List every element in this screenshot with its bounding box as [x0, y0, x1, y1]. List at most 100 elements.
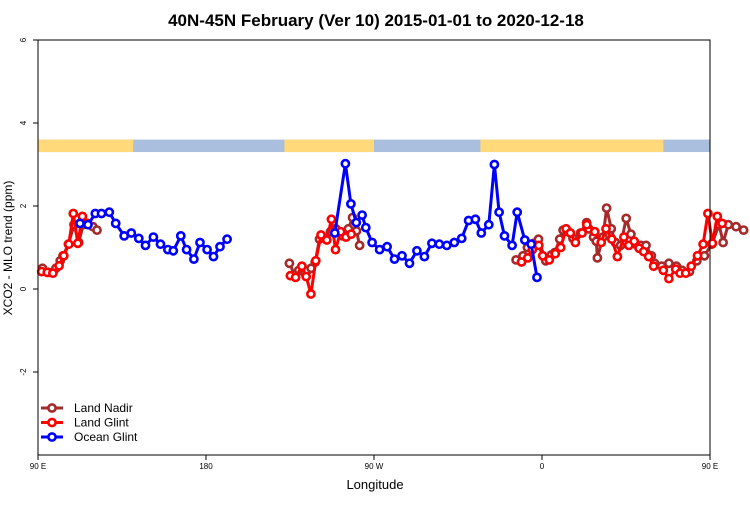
x-tick-label: 90 E	[702, 462, 718, 471]
point-land-glint	[328, 216, 335, 223]
point-ocean-glint	[406, 260, 413, 267]
point-land-glint	[602, 225, 609, 232]
point-ocean-glint	[501, 232, 508, 239]
point-land-glint	[546, 256, 553, 263]
point-land-nadir	[733, 223, 740, 230]
point-land-nadir	[594, 254, 601, 261]
band-land	[284, 140, 374, 152]
point-ocean-glint	[331, 229, 338, 236]
point-land-glint	[535, 242, 542, 249]
point-land-nadir	[93, 227, 100, 234]
point-land-nadir	[356, 242, 363, 249]
point-land-glint	[719, 220, 726, 227]
point-ocean-glint	[478, 229, 485, 236]
point-land-glint	[682, 270, 689, 277]
point-ocean-glint	[170, 247, 177, 254]
point-land-nadir	[286, 260, 293, 267]
legend-label-land-nadir: Land Nadir	[74, 401, 133, 415]
point-ocean-glint	[150, 234, 157, 241]
band-land	[38, 140, 133, 152]
point-land-glint	[70, 210, 77, 217]
series-layer	[38, 160, 747, 298]
point-ocean-glint	[84, 221, 91, 228]
point-ocean-glint	[514, 209, 521, 216]
point-ocean-glint	[183, 246, 190, 253]
point-ocean-glint	[347, 200, 354, 207]
point-ocean-glint	[398, 252, 405, 259]
point-ocean-glint	[528, 241, 535, 248]
point-ocean-glint	[210, 253, 217, 260]
point-ocean-glint	[157, 241, 164, 248]
point-land-glint	[65, 241, 72, 248]
point-ocean-glint	[342, 160, 349, 167]
point-land-nadir	[665, 260, 672, 267]
point-ocean-glint	[376, 246, 383, 253]
point-land-glint	[579, 229, 586, 236]
y-axis-label: XCO2 - MLO trend (ppm)	[1, 181, 15, 316]
point-land-glint	[323, 236, 330, 243]
point-ocean-glint	[508, 242, 515, 249]
plot-frame	[38, 40, 710, 455]
point-ocean-glint	[190, 256, 197, 263]
point-ocean-glint	[98, 210, 105, 217]
point-land-glint	[307, 290, 314, 297]
land-ocean-band	[38, 140, 710, 152]
point-ocean-glint	[391, 256, 398, 263]
band-land	[480, 140, 663, 152]
point-land-nadir	[623, 215, 630, 222]
point-land-glint	[700, 241, 707, 248]
point-land-nadir	[720, 239, 727, 246]
point-ocean-glint	[135, 235, 142, 242]
point-ocean-glint	[458, 235, 465, 242]
point-ocean-glint	[496, 209, 503, 216]
legend-label-ocean-glint: Ocean Glint	[74, 430, 138, 444]
point-land-glint	[567, 229, 574, 236]
legend-marker-land-nadir	[48, 404, 55, 411]
point-ocean-glint	[421, 253, 428, 260]
point-land-glint	[298, 263, 305, 270]
point-land-glint	[614, 253, 621, 260]
point-land-glint	[608, 236, 615, 243]
point-land-glint	[620, 234, 627, 241]
point-ocean-glint	[76, 220, 83, 227]
series-ocean-glint	[76, 160, 540, 281]
point-ocean-glint	[451, 239, 458, 246]
point-ocean-glint	[491, 161, 498, 168]
point-land-glint	[665, 275, 672, 282]
point-land-glint	[572, 239, 579, 246]
point-ocean-glint	[196, 239, 203, 246]
point-land-glint	[60, 252, 67, 259]
point-ocean-glint	[384, 243, 391, 250]
point-land-glint	[714, 213, 721, 220]
point-land-glint	[688, 263, 695, 270]
point-land-glint	[583, 221, 590, 228]
point-land-glint	[74, 240, 81, 247]
point-ocean-glint	[353, 219, 360, 226]
point-land-glint	[312, 257, 319, 264]
point-land-glint	[631, 238, 638, 245]
point-land-glint	[660, 267, 667, 274]
point-land-glint	[645, 253, 652, 260]
chart-title: 40N-45N February (Ver 10) 2015-01-01 to …	[168, 11, 584, 30]
point-ocean-glint	[177, 232, 184, 239]
point-ocean-glint	[224, 236, 231, 243]
point-land-nadir	[740, 227, 747, 234]
x-axis-label: Longitude	[346, 477, 403, 492]
point-ocean-glint	[472, 216, 479, 223]
point-ocean-glint	[142, 242, 149, 249]
x-tick-label: 180	[199, 462, 213, 471]
legend-marker-ocean-glint	[48, 433, 55, 440]
y-tick-label: -2	[19, 368, 28, 376]
point-land-glint	[332, 246, 339, 253]
series-line-ocean-glint	[335, 164, 537, 278]
point-land-glint	[56, 262, 63, 269]
legend-label-land-glint: Land Glint	[74, 416, 129, 430]
legend: Land NadirLand GlintOcean Glint	[41, 401, 138, 444]
point-land-glint	[650, 263, 657, 270]
point-ocean-glint	[428, 240, 435, 247]
point-land-glint	[591, 228, 598, 235]
point-land-glint	[557, 244, 564, 251]
point-land-glint	[303, 273, 310, 280]
